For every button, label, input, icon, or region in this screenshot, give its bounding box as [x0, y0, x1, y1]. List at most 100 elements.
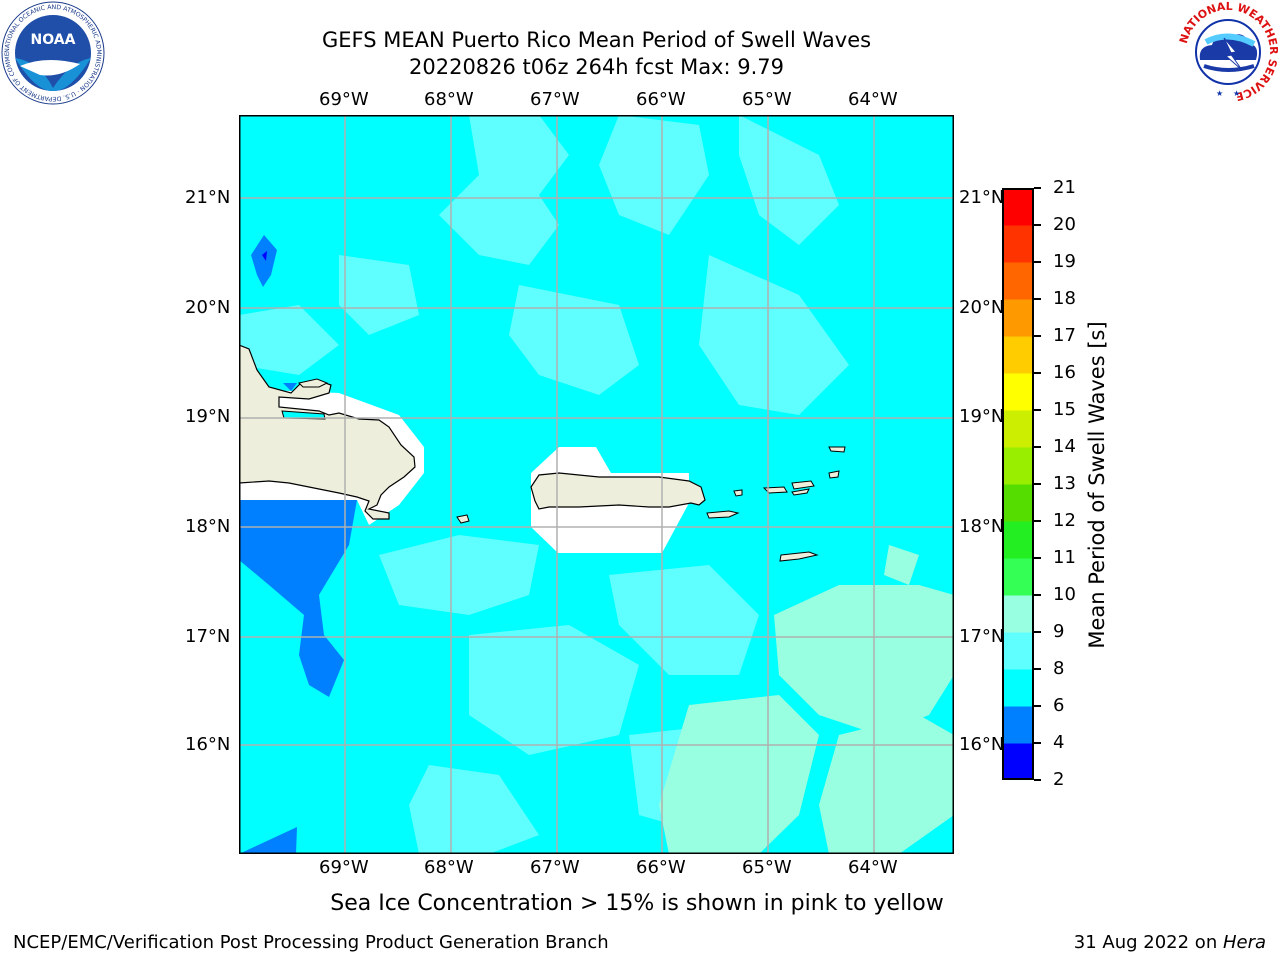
lat-label-left: 21°N	[185, 187, 231, 208]
tortuga-island	[298, 378, 329, 388]
lat-label-right: 20°N	[959, 297, 1005, 318]
colorbar-swatch	[1002, 447, 1034, 485]
colorbar-tick-mark	[1034, 372, 1041, 374]
colorbar-tick-label: 6	[1053, 695, 1065, 716]
graticule	[239, 115, 954, 854]
lon-label-bottom: 65°W	[742, 857, 792, 878]
swell-contour-8-9	[239, 115, 849, 854]
chart-title-line1: GEFS MEAN Puerto Rico Mean Period of Swe…	[321, 28, 872, 52]
colorbar	[1002, 188, 1034, 781]
colorbar-tick-mark	[1034, 742, 1041, 744]
colorbar-swatch	[1002, 632, 1034, 670]
colorbar-swatch	[1002, 262, 1034, 300]
colorbar-swatch	[1002, 225, 1034, 263]
colorbar-tick-mark	[1034, 335, 1041, 337]
lon-label-top: 69°W	[319, 89, 369, 110]
colorbar-tick-label: 20	[1053, 214, 1076, 235]
lat-label-right: 18°N	[959, 516, 1005, 537]
colorbar-swatch	[1002, 669, 1034, 707]
colorbar-tick-mark	[1034, 594, 1041, 596]
colorbar-swatch	[1002, 595, 1034, 633]
colorbar-title: Mean Period of Swell Waves [s]	[1085, 321, 1109, 649]
colorbar-swatch	[1002, 743, 1034, 781]
lon-label-bottom: 68°W	[424, 857, 474, 878]
sea-ice-note: Sea Ice Concentration > 15% is shown in …	[330, 891, 944, 916]
chart-title-line2: 20220826 t06z 264h fcst Max: 9.79	[409, 55, 784, 79]
svg-text:★: ★	[1216, 89, 1223, 98]
lat-label-left: 18°N	[185, 516, 231, 537]
lat-label-right: 21°N	[959, 187, 1005, 208]
lon-label-bottom: 67°W	[530, 857, 580, 878]
colorbar-tick-label: 4	[1053, 732, 1065, 753]
footer-branch: NCEP/EMC/Verification Post Processing Pr…	[13, 932, 609, 953]
colorbar-tick-label: 17	[1053, 325, 1076, 346]
lat-label-left: 20°N	[185, 297, 231, 318]
colorbar-tick-label: 2	[1053, 769, 1065, 790]
lon-label-bottom: 69°W	[319, 857, 369, 878]
colorbar-swatch	[1002, 299, 1034, 337]
colorbar-swatch	[1002, 521, 1034, 559]
colorbar-tick-mark	[1034, 631, 1041, 633]
lat-label-right: 17°N	[959, 626, 1005, 647]
map-canvas	[238, 115, 954, 854]
hispaniola-lake	[281, 410, 326, 420]
colorbar-tick-label: 11	[1053, 547, 1076, 568]
colorbar-swatch	[1002, 706, 1034, 744]
footer-date: 31 Aug 2022 on Hera	[1074, 932, 1266, 953]
svg-text:★: ★	[1233, 89, 1240, 98]
colorbar-tick-label: 19	[1053, 251, 1076, 272]
colorbar-swatch	[1002, 336, 1034, 374]
footer-host: Hera	[1222, 932, 1266, 953]
colorbar-tick-label: 8	[1053, 658, 1065, 679]
lat-label-left: 19°N	[185, 406, 231, 427]
colorbar-tick-mark	[1034, 446, 1041, 448]
nws-logo: NATIONAL WEATHER SERVICE ★ ★	[1176, 0, 1280, 104]
colorbar-swatch	[1002, 410, 1034, 448]
lon-label-bottom: 64°W	[848, 857, 898, 878]
colorbar-tick-label: 9	[1053, 621, 1065, 642]
colorbar-swatch	[1002, 484, 1034, 522]
swell-contour-4-6	[239, 235, 357, 854]
colorbar-tick-mark	[1034, 187, 1041, 189]
colorbar-tick-label: 16	[1053, 362, 1076, 383]
colorbar-tick-mark	[1034, 261, 1041, 263]
colorbar-tick-mark	[1034, 705, 1041, 707]
colorbar-swatches	[1002, 188, 1034, 781]
map-frame	[239, 115, 954, 854]
swell-contour-2-4	[262, 251, 267, 261]
noaa-logo: NATIONAL OCEANIC AND ATMOSPHERIC ADMINIS…	[0, 0, 106, 106]
colorbar-tick-label: 12	[1053, 510, 1076, 531]
mona-island	[456, 514, 470, 524]
lat-label-right: 16°N	[959, 734, 1005, 755]
lat-label-right: 19°N	[959, 406, 1005, 427]
map-panel	[238, 115, 954, 854]
colorbar-tick-mark	[1034, 409, 1041, 411]
noaa-logo-text: NOAA	[31, 32, 76, 48]
colorbar-tick-mark	[1034, 779, 1041, 781]
swell-contour-9-10	[659, 545, 954, 854]
colorbar-tick-label: 10	[1053, 584, 1076, 605]
colorbar-tick-mark	[1034, 668, 1041, 670]
colorbar-swatch	[1002, 188, 1034, 226]
lon-label-top: 67°W	[530, 89, 580, 110]
colorbar-tick-mark	[1034, 520, 1041, 522]
lon-label-top: 68°W	[424, 89, 474, 110]
footer-date-text: 31 Aug 2022 on	[1073, 932, 1223, 953]
lat-label-left: 17°N	[185, 626, 231, 647]
colorbar-tick-label: 21	[1053, 177, 1076, 198]
colorbar-swatch	[1002, 373, 1034, 411]
colorbar-tick-label: 15	[1053, 399, 1076, 420]
colorbar-tick-label: 18	[1053, 288, 1076, 309]
lon-label-top: 64°W	[848, 89, 898, 110]
colorbar-tick-label: 13	[1053, 473, 1076, 494]
colorbar-tick-mark	[1034, 483, 1041, 485]
lon-label-top: 65°W	[742, 89, 792, 110]
colorbar-tick-mark	[1034, 224, 1041, 226]
lon-label-top: 66°W	[636, 89, 686, 110]
colorbar-swatch	[1002, 558, 1034, 596]
virgin-islands	[706, 446, 846, 562]
colorbar-tick-label: 14	[1053, 436, 1076, 457]
lon-label-bottom: 66°W	[636, 857, 686, 878]
colorbar-tick-mark	[1034, 557, 1041, 559]
lat-label-left: 16°N	[185, 734, 231, 755]
